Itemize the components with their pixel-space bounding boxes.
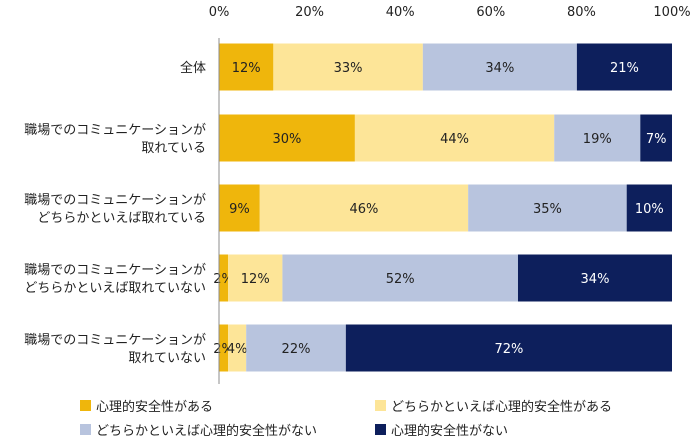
bar-segment (468, 184, 627, 232)
data-label: 9% (229, 202, 250, 217)
x-tick-label: 0% (209, 5, 230, 20)
data-label: 7% (646, 132, 667, 147)
bar-segment (345, 324, 672, 372)
bar-segment (640, 114, 672, 162)
bar-segment (219, 324, 229, 372)
bar-segment (219, 43, 274, 91)
x-tick-label: 40% (386, 5, 415, 20)
category-label: 職場でのコミュニケーションが (24, 123, 206, 138)
bar-segment (219, 184, 260, 232)
bar-segment (517, 254, 672, 302)
category-label: 職場でのコミュニケーションが (24, 193, 206, 208)
bar-segment (273, 43, 423, 91)
category-label: 取れている (141, 141, 206, 156)
data-label: 12% (232, 61, 261, 76)
x-tick-label: 100% (653, 5, 690, 20)
bar-segment (282, 254, 518, 302)
data-label: 22% (282, 342, 311, 357)
category-label: 職場でのコミュニケーションが (24, 333, 206, 348)
bar-segment (422, 43, 577, 91)
bar-segment (554, 114, 641, 162)
bar-segment (259, 184, 469, 232)
data-label: 34% (485, 61, 514, 76)
data-label: 30% (272, 132, 301, 147)
category-label: 職場でのコミュニケーションが (24, 263, 206, 278)
data-label: 10% (635, 202, 664, 217)
bar-segment (576, 43, 672, 91)
category-label: どちらかといえば取れていない (24, 281, 206, 296)
data-label: 44% (440, 132, 469, 147)
x-tick-label: 20% (295, 5, 324, 20)
category-label: 全体 (180, 60, 206, 76)
bar-segment (626, 184, 672, 232)
data-label: 72% (494, 342, 523, 357)
data-label: 46% (350, 202, 379, 217)
bar-segment (246, 324, 346, 372)
data-label: 33% (334, 61, 363, 76)
data-label: 52% (386, 272, 415, 287)
bar-segment (219, 254, 229, 302)
data-label: 12% (241, 272, 270, 287)
bar-segment (354, 114, 555, 162)
data-label: 34% (581, 272, 610, 287)
data-label: 19% (583, 132, 612, 147)
x-tick-label: 80% (567, 5, 596, 20)
bar-segment (228, 254, 283, 302)
bar-segment (228, 324, 247, 372)
data-label: 35% (533, 202, 562, 217)
data-label: 4% (227, 342, 248, 357)
category-label: どちらかといえば取れている (37, 211, 206, 226)
bar-segment (219, 114, 355, 162)
category-label: 取れていない (128, 351, 206, 366)
x-tick-label: 60% (476, 5, 505, 20)
data-label: 21% (610, 61, 639, 76)
